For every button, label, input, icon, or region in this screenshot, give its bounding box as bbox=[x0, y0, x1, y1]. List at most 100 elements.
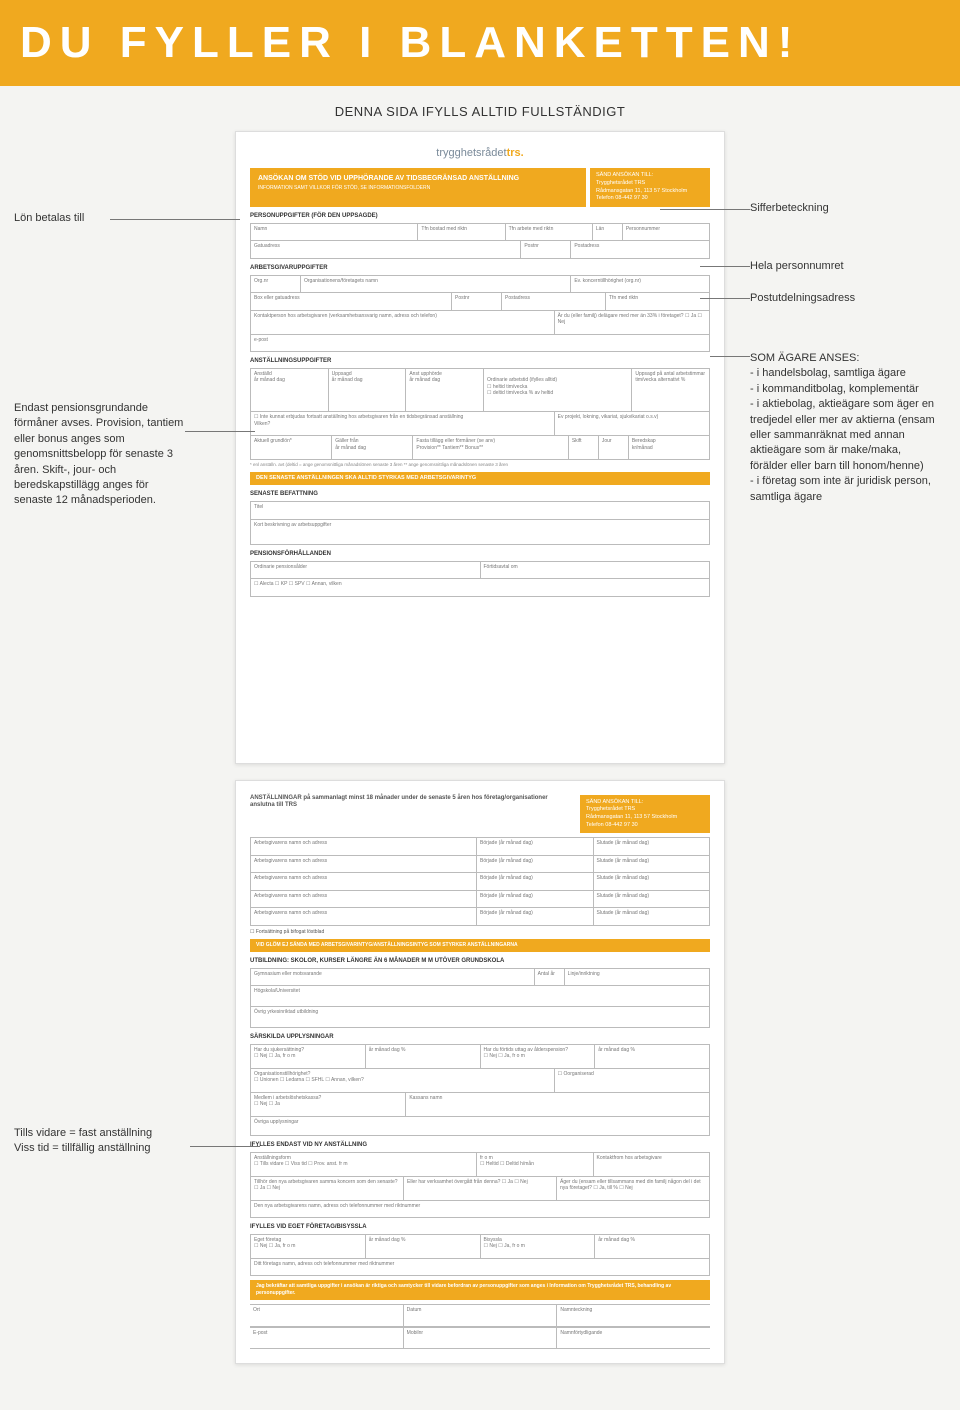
field-linje[interactable]: Linje/inriktning bbox=[565, 969, 709, 986]
field-postnr[interactable]: Postnr bbox=[521, 241, 571, 258]
field-samma-koncern[interactable]: Tillhör den nya arbetsgivaren samma konc… bbox=[251, 1177, 404, 1200]
emp-b-3[interactable]: Började (år månad dag) bbox=[477, 873, 594, 890]
field-kassa[interactable]: Kassans namn bbox=[406, 1093, 709, 1116]
annotation-pension: Endast pensionsgrundande förmåner avses.… bbox=[14, 401, 184, 509]
field-oorg[interactable]: ☐ Oorganiserad bbox=[555, 1069, 709, 1092]
field-projekt[interactable]: Ev projekt, lokning, vikariat, sjukvikar… bbox=[555, 412, 709, 435]
section-utbildning: UTBILDNING: Skolor, kurser längre än 6 m… bbox=[250, 958, 710, 966]
field-ej-erbjudas[interactable]: ☐ Inte kunnat erbjudas fortsatt anställn… bbox=[251, 412, 555, 435]
anno-line bbox=[660, 209, 750, 210]
section-ny-anstallning: IFYLLES ENDAST VID NY ANSTÄLLNING bbox=[250, 1142, 710, 1150]
field-anst-h1[interactable]: Anställdår månad dag bbox=[251, 369, 329, 412]
field-ny-arb-namn[interactable]: Den nya arbetsgivarens namn, adress och … bbox=[251, 1201, 709, 1218]
anno-line bbox=[190, 1146, 260, 1147]
field-overlatt[interactable]: Eller har verksamhet övergått från denna… bbox=[404, 1177, 557, 1200]
field-anst-form[interactable]: Anställningsform☐ Tills vidare ☐ Viss ti… bbox=[251, 1153, 477, 1176]
field-tfn2[interactable]: Tfn med riktn bbox=[606, 293, 709, 310]
field-eget-namn[interactable]: Ditt företags namn, adress och telefonnu… bbox=[251, 1259, 709, 1276]
field-titel[interactable]: Titel bbox=[251, 502, 709, 519]
section-befattning: SENASTE BEFATTNING bbox=[250, 491, 710, 499]
header-line2: INFORMATION SAMT VILLKOR FÖR STÖD, SE IN… bbox=[258, 185, 578, 192]
field-postadress[interactable]: Postadress bbox=[571, 241, 709, 258]
field-gatuadress[interactable]: Gatuadress bbox=[251, 241, 521, 258]
emp-row-5[interactable]: Arbetsgivarens namn och adress bbox=[251, 908, 477, 925]
field-epost-sig[interactable]: E-post bbox=[250, 1328, 404, 1349]
field-kontakt[interactable]: Kontaktperson hos arbetsgivaren (verksam… bbox=[251, 311, 555, 334]
field-grundlon[interactable]: Aktuell grundlön* bbox=[251, 436, 332, 459]
field-pensionsalder[interactable]: Ordinarie pensionsålder bbox=[251, 562, 481, 579]
field-beskrivning[interactable]: Kort beskrivning av arbetsuppgifter bbox=[251, 520, 709, 544]
field-galler-fran[interactable]: Gäller från år månad dag bbox=[332, 436, 413, 459]
field-orgnr[interactable]: Org.nr bbox=[251, 276, 301, 293]
field-sjuk[interactable]: Har du sjukersättning?☐ Nej ☐ Ja, fr o m bbox=[251, 1045, 366, 1068]
field-fasta[interactable]: Fasta tillägg eller förmåner (se anv) Pr… bbox=[413, 436, 568, 459]
emp-s-4[interactable]: Slutade (år månad dag) bbox=[594, 891, 710, 908]
field-personnummer[interactable]: Personnummer bbox=[623, 224, 709, 241]
field-postadr2[interactable]: Postadress bbox=[502, 293, 606, 310]
field-mobil[interactable]: Mobilnr bbox=[404, 1328, 558, 1349]
field-eget-datum[interactable]: år månad dag % bbox=[366, 1235, 481, 1258]
field-fortidsavtal[interactable]: Förtidsavtal om bbox=[481, 562, 710, 579]
field-antal-ar[interactable]: Antal år bbox=[535, 969, 565, 986]
field-hogskola[interactable]: Högskola/Universitet bbox=[251, 986, 709, 1006]
header-right: SÄND ANSÖKAN TILL: Trygghetsrådet TRS Rå… bbox=[590, 168, 710, 207]
field-kontaktform[interactable]: Kontaktfrom hos arbetsgivare bbox=[594, 1153, 710, 1176]
form-logo: trygghetsrådettrs. bbox=[250, 146, 710, 160]
field-datum[interactable]: Datum bbox=[404, 1305, 558, 1326]
field-namnteckning[interactable]: Namnteckning bbox=[557, 1305, 710, 1326]
annotation-post: Postutdelningsadress bbox=[750, 291, 940, 306]
field-pension-kassa[interactable]: ☐ Alecta ☐ KP ☐ SPV ☐ Annan, vilken bbox=[251, 579, 709, 596]
form-header: ANSÖKAN OM STÖD VID UPPHÖRANDE AV TIDSBE… bbox=[250, 168, 710, 207]
field-lan[interactable]: Län bbox=[593, 224, 623, 241]
field-ager-del[interactable]: Äger du (ensam eller tillsammans med din… bbox=[557, 1177, 709, 1200]
field-anst-h5[interactable]: Uppsagd på antal arbetstimmartim/vecka a… bbox=[632, 369, 709, 412]
field-anst-from[interactable]: fr o m☐ Heltid ☐ Deltid h/mån bbox=[477, 1153, 594, 1176]
annotation-person: Hela personnumret bbox=[750, 259, 940, 274]
field-fortid[interactable]: Har du förtids uttag av ålderspension?☐ … bbox=[481, 1045, 596, 1068]
field-orgnamn[interactable]: Organisationens/företagets namn bbox=[301, 276, 571, 293]
field-beredskap[interactable]: Beredskap kr/månad bbox=[629, 436, 709, 459]
field-namn[interactable]: Namn bbox=[251, 224, 418, 241]
emp-row-3[interactable]: Arbetsgivarens namn och adress bbox=[251, 873, 477, 890]
field-jour[interactable]: Jour bbox=[599, 436, 629, 459]
emp-b-5[interactable]: Började (år månad dag) bbox=[477, 908, 594, 925]
field-gymnasium[interactable]: Gymnasium eller motsvarande bbox=[251, 969, 535, 986]
field-tfn-arbete[interactable]: Tfn arbete med riktn bbox=[506, 224, 593, 241]
page2-header: ANSTÄLLNINGAR på sammanlagt minst 18 mån… bbox=[250, 795, 710, 834]
field-skift[interactable]: Skift bbox=[569, 436, 599, 459]
emp-s-3[interactable]: Slutade (år månad dag) bbox=[594, 873, 710, 890]
cont-note[interactable]: ☐ Fortsättning på bifogat löstblad bbox=[250, 929, 710, 936]
emp-s-1[interactable]: Slutade (år månad dag) bbox=[594, 838, 710, 855]
field-ovrig-utb[interactable]: Övrig yrkesinriktad utbildning bbox=[251, 1007, 709, 1027]
emp-b-2[interactable]: Började (år månad dag) bbox=[477, 856, 594, 873]
emp-row-1[interactable]: Arbetsgivarens namn och adress bbox=[251, 838, 477, 855]
emp-b-4[interactable]: Började (år månad dag) bbox=[477, 891, 594, 908]
field-box[interactable]: Box eller gatuadress bbox=[251, 293, 452, 310]
emp-b-1[interactable]: Började (år månad dag) bbox=[477, 838, 594, 855]
field-medlem[interactable]: Medlem i arbetslöshetskassa? ☐ Nej ☐ Ja bbox=[251, 1093, 406, 1116]
field-anst-h4[interactable]: Ordinarie arbetstid (ifylles alltid)☐ he… bbox=[484, 369, 632, 412]
emp-s-5[interactable]: Slutade (år månad dag) bbox=[594, 908, 710, 925]
field-fortid-datum[interactable]: år månad dag % bbox=[595, 1045, 709, 1068]
emp-row-4[interactable]: Arbetsgivarens namn och adress bbox=[251, 891, 477, 908]
field-ovrig-uppl[interactable]: Övriga upplysningar bbox=[251, 1117, 709, 1135]
field-anst-h3[interactable]: Anst upphördeår månad dag bbox=[406, 369, 484, 412]
field-org-till[interactable]: Organisationstillhörighet? ☐ Unionen ☐ L… bbox=[251, 1069, 555, 1092]
field-postnr2[interactable]: Postnr bbox=[452, 293, 502, 310]
note-asterisk: * enl anställn. avt (deltid = ange genom… bbox=[250, 462, 710, 468]
field-koncern[interactable]: Ev. koncerntillhörighet (org.nr) bbox=[571, 276, 709, 293]
emp-row-2[interactable]: Arbetsgivarens namn och adress bbox=[251, 856, 477, 873]
field-epost[interactable]: e-post bbox=[251, 335, 709, 352]
field-tfn-bostad[interactable]: Tfn bostad med riktn bbox=[418, 224, 505, 241]
field-sjuk-datum[interactable]: år månad dag % bbox=[366, 1045, 481, 1068]
field-delagare[interactable]: Är du (eller familj) delägare med mer än… bbox=[555, 311, 709, 334]
anno-line bbox=[700, 266, 750, 267]
field-bisyssla-datum[interactable]: år månad dag % bbox=[595, 1235, 709, 1258]
field-anst-h2[interactable]: Uppsagdår månad dag bbox=[329, 369, 407, 412]
field-eget[interactable]: Eget företag ☐ Nej ☐ Ja, fr o m bbox=[251, 1235, 366, 1258]
field-namnfortyd[interactable]: Namnförtydligande bbox=[557, 1328, 710, 1349]
field-ort[interactable]: Ort bbox=[250, 1305, 404, 1326]
field-bisyssla[interactable]: Bisyssla ☐ Nej ☐ Ja, fr o m bbox=[481, 1235, 596, 1258]
section-eget: IFYLLES VID EGET FÖRETAG/BISYSSLA bbox=[250, 1224, 710, 1232]
emp-s-2[interactable]: Slutade (år månad dag) bbox=[594, 856, 710, 873]
